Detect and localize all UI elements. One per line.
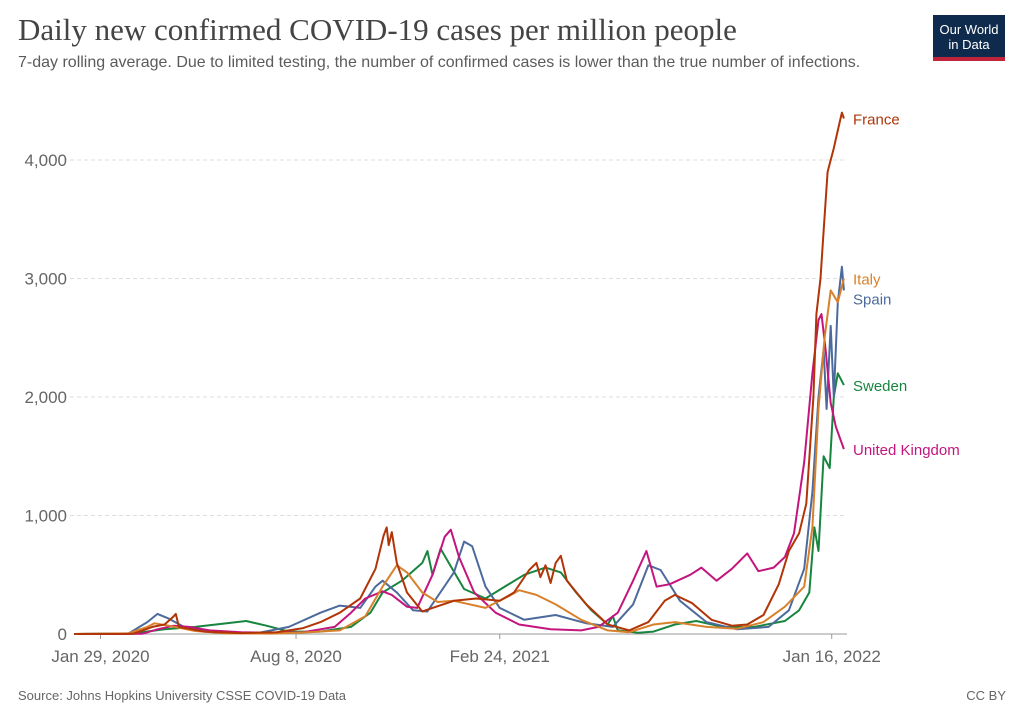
series-label-france[interactable]: France bbox=[853, 112, 900, 129]
series-line-sweden[interactable] bbox=[73, 372, 845, 635]
logo-line-2: in Data bbox=[948, 37, 990, 52]
owid-logo[interactable]: Our World in Data bbox=[933, 15, 1005, 61]
logo-line-1: Our World bbox=[939, 22, 999, 37]
series-labels: France Italy Spain Sweden United Kingdom bbox=[853, 112, 960, 460]
y-tick-label: 2,000 bbox=[24, 388, 67, 407]
chart-subtitle: 7-day rolling average. Due to limited te… bbox=[18, 54, 861, 71]
x-tick-label: Feb 24, 2021 bbox=[450, 647, 550, 666]
series-label-italy[interactable]: Italy bbox=[853, 272, 881, 289]
y-axis: 0 1,000 2,000 3,000 4,000 bbox=[24, 151, 67, 644]
series-line-france[interactable] bbox=[73, 111, 845, 635]
grid-lines bbox=[70, 159, 847, 516]
chart-title: Daily new confirmed COVID-19 cases per m… bbox=[18, 12, 737, 47]
y-tick-label: 3,000 bbox=[24, 270, 67, 289]
series-label-united-kingdom[interactable]: United Kingdom bbox=[853, 442, 960, 459]
x-tick-label: Aug 8, 2020 bbox=[250, 647, 342, 666]
series-lines bbox=[73, 111, 845, 635]
source-note[interactable]: Source: Johns Hopkins University CSSE CO… bbox=[18, 688, 347, 703]
x-tick-label: Jan 29, 2020 bbox=[51, 647, 149, 666]
y-tick-label: 4,000 bbox=[24, 151, 67, 170]
x-tick-label: Jan 16, 2022 bbox=[783, 647, 881, 666]
x-axis: Jan 29, 2020 Aug 8, 2020 Feb 24, 2021 Jan 1… bbox=[51, 633, 881, 666]
y-tick-label: 1,000 bbox=[24, 507, 67, 526]
license-note[interactable]: CC BY bbox=[966, 688, 1006, 703]
series-label-sweden[interactable]: Sweden bbox=[853, 378, 907, 395]
series-label-spain[interactable]: Spain bbox=[853, 292, 891, 309]
series-line-united-kingdom[interactable] bbox=[73, 313, 845, 635]
y-tick-label: 0 bbox=[58, 625, 67, 644]
